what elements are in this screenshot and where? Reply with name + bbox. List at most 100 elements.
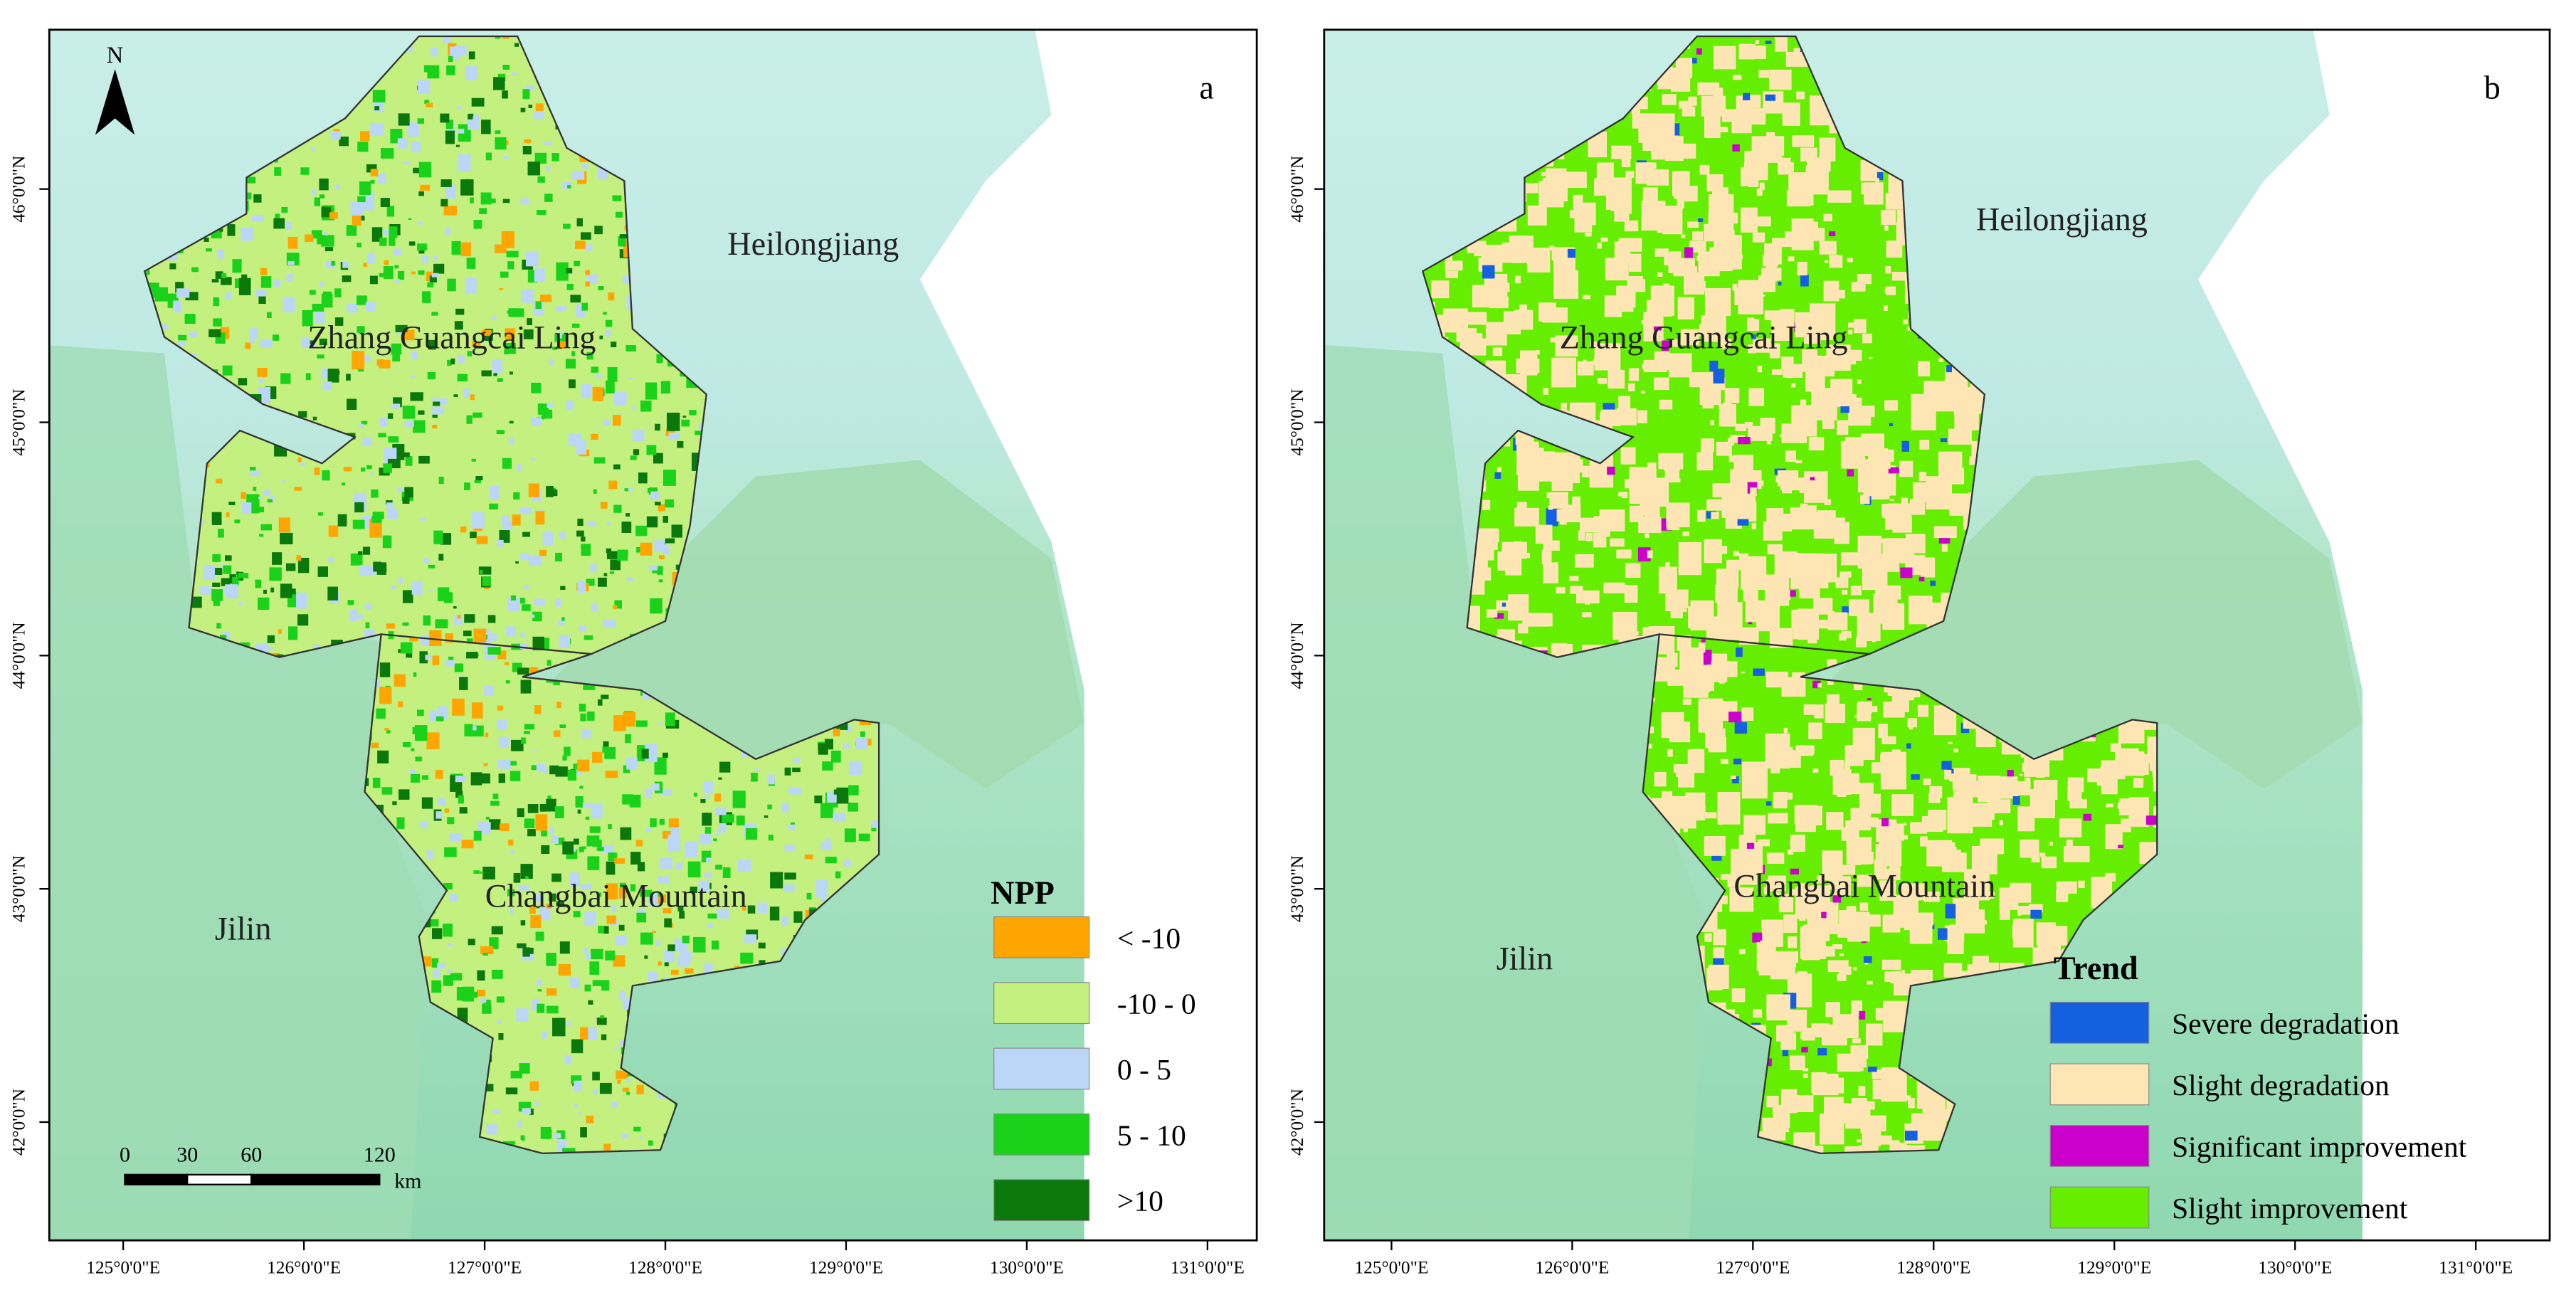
pixel-cluster: [1739, 44, 1756, 60]
pixel-cluster: [1733, 75, 1741, 80]
pixel-cluster: [586, 953, 591, 959]
pixel-cluster: [376, 709, 385, 719]
pixel-cluster: [1704, 115, 1721, 138]
pixel-cluster: [659, 579, 663, 582]
pixel-cluster: [328, 369, 339, 382]
pixel-cluster: [373, 90, 386, 102]
pixel-cluster: [591, 603, 598, 612]
pixel-cluster: [529, 483, 539, 497]
pixel-cluster: [1820, 241, 1837, 255]
pixel-cluster: [1769, 855, 1774, 862]
pixel-cluster: [1892, 272, 1906, 280]
pixel-cluster: [389, 226, 397, 238]
pixel-cluster: [1567, 504, 1580, 522]
pixel-cluster: [671, 828, 680, 836]
pixel-cluster: [417, 709, 424, 716]
legend-label: 5 - 10: [1117, 1119, 1186, 1151]
pixel-cluster: [537, 1004, 544, 1013]
pixel-cluster: [418, 80, 430, 93]
pixel-cluster: [1599, 520, 1610, 537]
pixel-cluster: [499, 736, 510, 747]
pixel-cluster: [1743, 93, 1750, 100]
pixel-cluster: [522, 604, 530, 611]
pixel-cluster: [620, 828, 631, 840]
pixel-cluster: [1667, 514, 1679, 530]
pixel-cluster: [589, 961, 599, 975]
pixel-cluster: [566, 268, 572, 274]
pixel-cluster: [270, 588, 274, 593]
pixel-cluster: [1859, 1086, 1866, 1096]
pixel-cluster: [1985, 741, 1992, 746]
pixel-cluster: [300, 167, 309, 175]
pixel-cluster: [497, 1020, 500, 1024]
pixel-cluster: [268, 647, 273, 650]
pixel-cluster: [1788, 256, 1795, 261]
pixel-cluster: [707, 914, 717, 919]
pixel-cluster: [280, 533, 292, 544]
pixel-cluster: [1789, 520, 1794, 523]
pixel-cluster: [580, 1127, 587, 1137]
pixel-cluster: [1881, 539, 1887, 544]
pixel-cluster: [822, 761, 833, 771]
pixel-cluster: [1532, 208, 1542, 213]
pixel-cluster: [325, 247, 333, 251]
pixel-cluster: [1543, 562, 1558, 583]
pixel-cluster: [448, 970, 452, 973]
pixel-cluster: [658, 961, 661, 966]
pixel-cluster: [2118, 845, 2123, 848]
pixel-cluster: [212, 583, 220, 587]
pixel-cluster: [610, 559, 621, 570]
pixel-cluster: [648, 1141, 653, 1146]
pixel-cluster: [1497, 551, 1521, 571]
pixel-cluster: [2133, 778, 2143, 788]
pixel-cluster: [486, 152, 492, 160]
pixel-cluster: [1760, 183, 1765, 190]
pixel-cluster: [607, 551, 618, 559]
pixel-cluster: [528, 162, 540, 175]
pixel-cluster: [594, 458, 606, 464]
pixel-cluster: [559, 724, 566, 728]
pixel-cluster: [433, 256, 437, 261]
pixel-cluster: [655, 941, 660, 946]
pixel-cluster: [226, 512, 230, 517]
pixel-cluster: [625, 513, 630, 517]
legend-label: < -10: [1117, 921, 1181, 954]
pixel-cluster: [663, 753, 668, 758]
pixel-cluster: [436, 770, 443, 779]
pixel-cluster: [296, 593, 307, 609]
pixel-cluster: [593, 489, 597, 494]
pixel-cluster: [593, 1089, 597, 1094]
pixel-cluster: [1615, 241, 1630, 263]
pixel-cluster: [497, 430, 505, 434]
pixel-cluster: [767, 774, 775, 784]
pixel-cluster: [620, 234, 628, 238]
pixel-cluster: [238, 573, 248, 578]
pixel-cluster: [1766, 994, 1790, 1020]
pixel-cluster: [315, 198, 320, 206]
pixel-cluster: [1891, 794, 1913, 816]
pixel-cluster: [322, 381, 332, 390]
pixel-cluster: [513, 492, 519, 500]
pixel-cluster: [1731, 776, 1736, 779]
pixel-cluster: [577, 519, 583, 526]
pixel-cluster: [250, 467, 255, 470]
pixel-cluster: [1862, 334, 1872, 343]
pixel-cluster: [388, 413, 393, 419]
pixel-cluster: [781, 916, 788, 926]
pixel-cluster: [677, 441, 683, 448]
pixel-cluster: [522, 89, 529, 99]
pixel-cluster: [1701, 438, 1714, 452]
pixel-cluster: [1796, 92, 1805, 100]
pixel-cluster: [178, 341, 186, 346]
pixel-cluster: [1618, 396, 1630, 412]
pixel-cluster: [758, 902, 767, 913]
pixel-cluster: [458, 374, 468, 382]
pixel-cluster: [633, 1127, 640, 1132]
pixel-cluster: [431, 980, 441, 993]
pixel-cluster: [626, 1092, 630, 1095]
pixel-cluster: [422, 798, 433, 809]
pixel-cluster: [1919, 472, 1927, 481]
scale-unit: km: [394, 1169, 421, 1193]
pixel-cluster: [639, 1136, 643, 1138]
